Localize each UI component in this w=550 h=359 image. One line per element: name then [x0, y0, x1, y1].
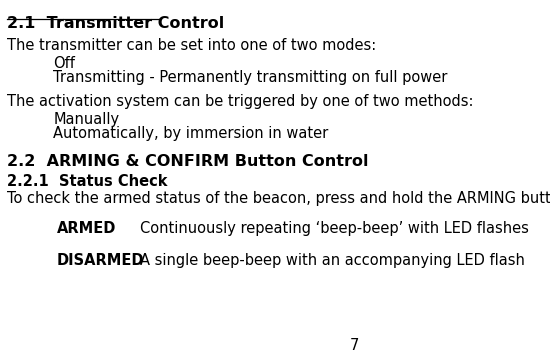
Text: To check the armed status of the beacon, press and hold the ARMING button only.: To check the armed status of the beacon,…	[7, 191, 550, 206]
Text: 2.1  Transmitter Control: 2.1 Transmitter Control	[7, 16, 224, 31]
Text: ARMED: ARMED	[57, 221, 117, 236]
Text: DISARMED: DISARMED	[57, 253, 145, 268]
Text: A single beep-beep with an accompanying LED flash: A single beep-beep with an accompanying …	[140, 253, 525, 268]
Text: 2.2  ARMING & CONFIRM Button Control: 2.2 ARMING & CONFIRM Button Control	[7, 154, 368, 169]
Text: 7: 7	[350, 337, 359, 353]
Text: Transmitting - Permanently transmitting on full power: Transmitting - Permanently transmitting …	[53, 70, 448, 85]
Text: Continuously repeating ‘beep-beep’ with LED flashes: Continuously repeating ‘beep-beep’ with …	[140, 221, 529, 236]
Text: Off: Off	[53, 56, 75, 71]
Text: Automatically, by immersion in water: Automatically, by immersion in water	[53, 126, 329, 141]
Text: 2.2.1  Status Check: 2.2.1 Status Check	[7, 174, 167, 189]
Text: The activation system can be triggered by one of two methods:: The activation system can be triggered b…	[7, 94, 473, 109]
Text: The transmitter can be set into one of two modes:: The transmitter can be set into one of t…	[7, 38, 376, 53]
Text: Manually: Manually	[53, 112, 119, 127]
